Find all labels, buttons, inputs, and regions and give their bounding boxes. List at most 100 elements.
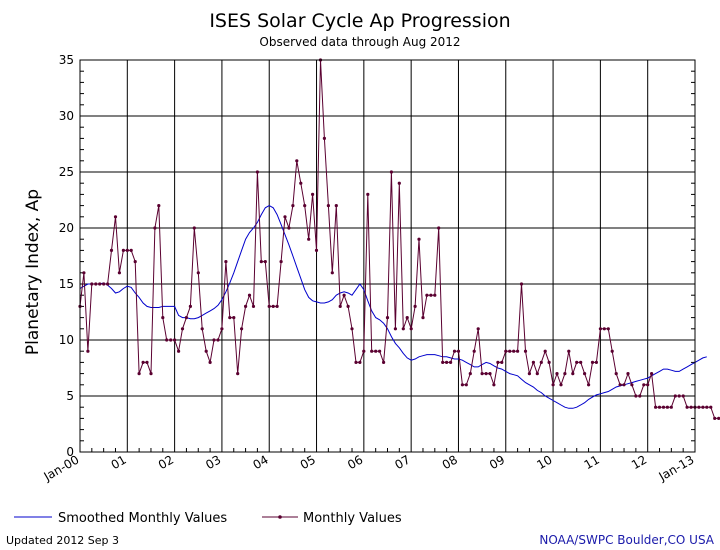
monthly-point	[224, 260, 228, 264]
monthly-point	[212, 338, 216, 342]
x-tick-label-2: 02	[156, 452, 176, 472]
updated-date: Updated 2012 Sep 3	[6, 534, 119, 547]
monthly-point	[437, 226, 441, 230]
monthly-point	[713, 416, 717, 420]
monthly-point	[228, 316, 232, 320]
monthly-point	[157, 204, 161, 208]
monthly-point	[374, 349, 378, 353]
monthly-point	[165, 338, 169, 342]
monthly-point	[177, 349, 181, 353]
monthly-point	[614, 372, 618, 376]
monthly-point	[208, 360, 212, 364]
monthly-point	[287, 226, 291, 230]
monthly-point	[220, 327, 224, 331]
monthly-point	[445, 360, 449, 364]
monthly-point	[484, 372, 488, 376]
monthly-point	[697, 405, 701, 409]
monthly-point	[512, 349, 516, 353]
chart-subtitle: Observed data through Aug 2012	[259, 35, 460, 49]
x-tick-label-4: 04	[250, 452, 270, 472]
monthly-point	[90, 282, 94, 286]
monthly-point	[125, 248, 129, 252]
monthly-point	[326, 204, 330, 208]
monthly-point	[271, 304, 275, 308]
monthly-point	[634, 394, 638, 398]
monthly-point	[161, 316, 165, 320]
series-layer	[78, 58, 720, 420]
x-tick-label-1: 01	[109, 452, 129, 472]
monthly-point	[551, 383, 555, 387]
x-tick-label-11: 11	[582, 452, 602, 472]
monthly-point	[622, 383, 626, 387]
monthly-point	[117, 271, 121, 275]
monthly-point	[665, 405, 670, 409]
y-tick-label-5: 5	[66, 389, 74, 403]
x-tick-label-10: 10	[534, 452, 554, 472]
monthly-point	[657, 405, 662, 409]
monthly-point	[492, 383, 496, 387]
monthly-point	[626, 372, 630, 376]
monthly-point	[460, 383, 464, 387]
monthly-point	[673, 394, 677, 398]
monthly-point	[94, 282, 98, 286]
monthly-point	[606, 327, 610, 331]
monthly-point	[504, 349, 508, 353]
plot-frame	[79, 59, 696, 453]
monthly-point	[358, 360, 362, 364]
monthly-point	[456, 349, 461, 353]
monthly-point	[559, 383, 563, 387]
monthly-point	[366, 192, 370, 196]
y-tick-label-25: 25	[59, 165, 74, 179]
monthly-point	[121, 248, 125, 252]
monthly-point	[508, 349, 512, 353]
monthly-point	[291, 204, 295, 208]
grid	[80, 60, 695, 452]
monthly-point	[523, 349, 528, 353]
monthly-point	[106, 282, 110, 286]
monthly-point	[236, 372, 240, 376]
monthly-point	[539, 360, 543, 364]
x-tick-label-12: 12	[629, 452, 649, 472]
monthly-point	[433, 293, 437, 297]
monthly-point	[598, 327, 603, 331]
monthly-point	[630, 383, 634, 387]
monthly-point	[650, 372, 654, 376]
monthly-point	[646, 383, 650, 387]
monthly-point	[516, 349, 520, 353]
monthly-point	[385, 316, 390, 320]
monthly-point	[200, 327, 204, 331]
monthly-point	[267, 304, 271, 308]
monthly-point	[531, 360, 536, 364]
monthly-point	[709, 405, 713, 409]
monthly-point	[563, 372, 567, 376]
monthly-point	[587, 383, 591, 387]
x-tick-label-7: 07	[392, 452, 412, 472]
monthly-point	[247, 293, 252, 297]
monthly-point	[244, 304, 248, 308]
monthly-point	[464, 383, 468, 387]
x-tick-label-13: Jan-13	[656, 452, 697, 484]
monthly-point	[543, 349, 547, 353]
monthly-point	[413, 304, 417, 308]
monthly-point	[342, 293, 346, 297]
monthly-point	[295, 159, 299, 163]
monthly-point	[393, 327, 397, 331]
monthly-point	[204, 349, 208, 353]
monthly-point	[346, 304, 350, 308]
monthly-point	[594, 360, 599, 364]
y-tick-label-15: 15	[59, 277, 74, 291]
monthly-point	[184, 316, 188, 320]
monthly-point	[642, 383, 646, 387]
y-tick-label-35: 35	[59, 53, 74, 67]
monthly-point	[452, 349, 457, 353]
monthly-point	[681, 394, 685, 398]
monthly-point	[421, 316, 425, 320]
monthly-point	[701, 405, 705, 409]
x-tick-label-9: 09	[487, 452, 507, 472]
monthly-point	[378, 349, 382, 353]
monthly-point	[602, 327, 606, 331]
monthly-point	[275, 304, 279, 308]
monthly-point	[441, 360, 445, 364]
monthly-point	[216, 338, 220, 342]
